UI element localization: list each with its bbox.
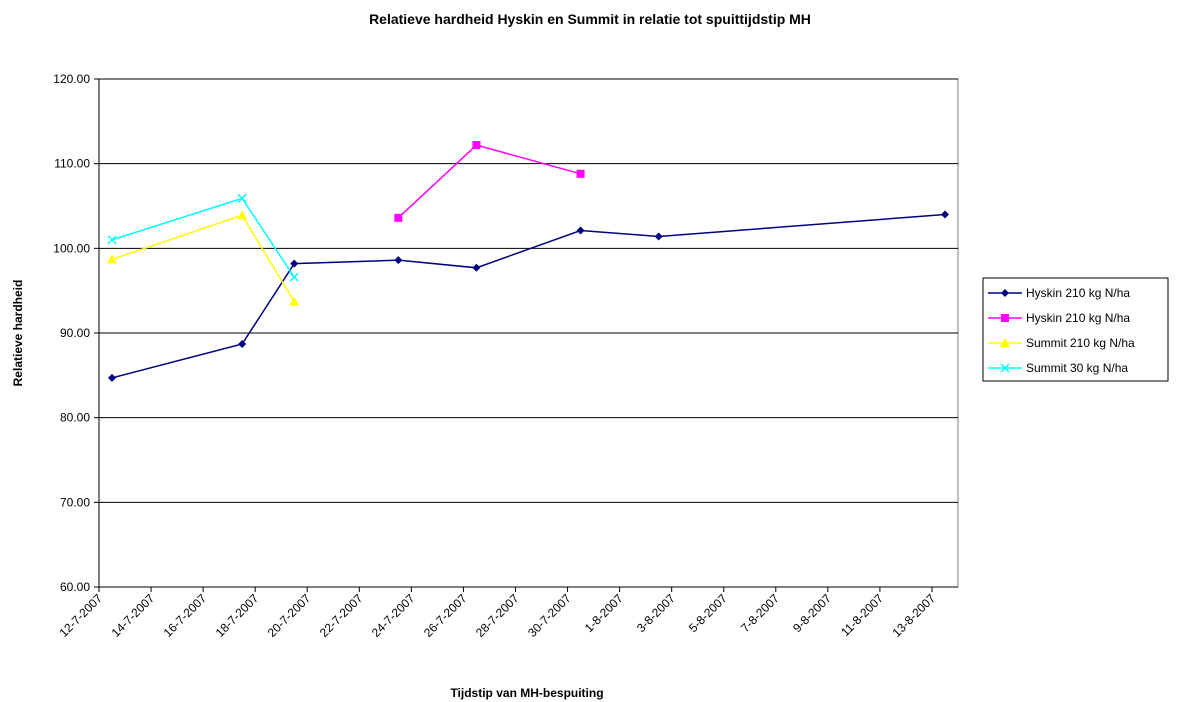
marker (238, 340, 247, 349)
x-tick-label: 20-7-2007 (265, 591, 314, 640)
marker (472, 141, 481, 150)
marker (108, 373, 117, 382)
x-tick-label: 11-8-2007 (838, 591, 886, 639)
marker (576, 169, 585, 178)
marker (237, 210, 248, 220)
marker (289, 296, 300, 306)
y-axis-label: Relatieve hardheid (11, 280, 25, 387)
legend-label: Hyskin 210 kg N/ha (1026, 311, 1130, 325)
legend-label: Hyskin 210 kg N/ha (1026, 286, 1130, 300)
x-tick-label: 7-8-2007 (738, 591, 782, 635)
x-tick-label: 18-7-2007 (213, 591, 262, 640)
marker (237, 193, 247, 203)
marker (289, 272, 299, 282)
x-tick-label: 22-7-2007 (317, 591, 366, 640)
x-tick-label: 26-7-2007 (421, 591, 470, 640)
y-tick-label: 90.00 (60, 326, 90, 340)
x-tick-label: 24-7-2007 (369, 591, 418, 640)
marker (394, 256, 403, 265)
y-tick-label: 60.00 (60, 580, 90, 594)
x-axis-label: Tijdstip van MH-bespuiting (450, 686, 603, 700)
marker (1001, 289, 1009, 297)
marker (940, 210, 949, 219)
legend: Hyskin 210 kg N/ha Hyskin 210 kg N/ha Summ… (982, 277, 1169, 382)
x-tick-label: 5-8-2007 (686, 591, 730, 635)
legend-label: Summit 30 kg N/ha (1026, 361, 1128, 375)
marker (654, 232, 663, 241)
marker (107, 235, 117, 245)
x-tick-label: 14-7-2007 (109, 591, 158, 640)
y-tick-label: 110.00 (54, 157, 90, 171)
y-tick-label: 120.00 (53, 72, 90, 86)
marker (1000, 363, 1010, 373)
marker (472, 263, 481, 272)
marker (576, 226, 585, 235)
x-tick-label: 1-8-2007 (582, 591, 626, 635)
marker (1000, 338, 1010, 347)
series-line (111, 213, 946, 379)
legend-box (982, 277, 1169, 382)
x-tick-label: 3-8-2007 (634, 591, 678, 635)
x-tick-label: 28-7-2007 (473, 591, 522, 640)
legend-label: Summit 210 kg N/ha (1026, 336, 1135, 350)
marker (290, 259, 299, 268)
marker (107, 254, 118, 264)
y-tick-label: 80.00 (60, 411, 90, 425)
marker (1001, 314, 1009, 322)
y-tick-label: 100.00 (53, 241, 90, 255)
x-tick-label: 16-7-2007 (161, 591, 210, 640)
chart-title: Relatieve hardheid Hyskin en Summit in r… (369, 11, 811, 27)
x-tick-label: 12-7-2007 (57, 591, 106, 640)
x-tick-label: 9-8-2007 (790, 591, 834, 635)
y-tick-label: 70.00 (60, 495, 90, 509)
x-tick-label: 13-8-2007 (889, 591, 938, 640)
x-tick-label: 30-7-2007 (525, 591, 574, 640)
marker (394, 213, 403, 222)
